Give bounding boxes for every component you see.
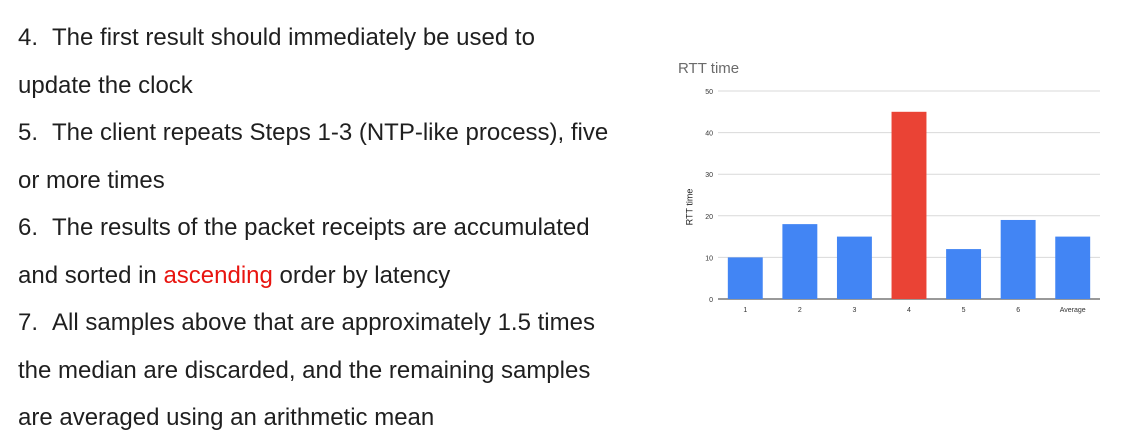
y-tick-label: 50: [705, 89, 713, 96]
y-tick-label: 0: [709, 297, 713, 304]
text-segment: are averaged using an arithmetic mean: [18, 404, 435, 431]
x-tick-label: 5: [962, 307, 966, 314]
text-segment: The results of the packet receipts are a…: [52, 214, 590, 241]
chart-title: RTT time: [678, 60, 740, 77]
text-segment: All samples above that are approximately…: [52, 309, 595, 336]
y-tick-label: 20: [705, 214, 713, 221]
text-line: are averaged using an arithmetic mean: [18, 394, 678, 442]
x-tick-label: 1: [743, 307, 747, 314]
bar-6: [1000, 219, 1036, 299]
x-tick-label: 6: [1016, 307, 1020, 314]
text-segment: and sorted in: [18, 261, 164, 289]
bullet-text-block: 4. The first result should immediately be…: [18, 14, 678, 442]
text-line: 4. The first result should immediately be…: [18, 14, 678, 62]
text-line: 5. The client repeats Steps 1-3 (NTP-like…: [18, 109, 678, 157]
text-segment: the median are discarded, and the remain…: [18, 356, 591, 384]
text-line: 7. All samples above that are approximate…: [18, 299, 678, 347]
bar-5: [946, 249, 982, 299]
text-line: 6. The results of the packet receipts are…: [18, 204, 678, 252]
text-segment: The first result should immediately be u…: [52, 24, 535, 51]
y-tick-label: 30: [705, 172, 713, 179]
x-tick-label: 2: [798, 307, 802, 314]
x-tick-label: 3: [852, 307, 856, 314]
y-tick-label: 10: [705, 255, 713, 262]
bar-average: [1055, 236, 1091, 299]
bar-2: [782, 224, 818, 299]
text-segment: update the clock: [18, 71, 193, 99]
text-line: update the clock: [18, 62, 678, 110]
bar-1: [727, 257, 763, 299]
y-tick-label: 40: [705, 131, 713, 138]
list-number: 5.: [18, 119, 39, 146]
list-number: 6.: [18, 214, 39, 241]
highlighted-word: ascending: [163, 261, 273, 289]
text-line: the median are discarded, and the remain…: [18, 347, 678, 395]
text-segment: The client repeats Steps 1-3 (NTP-like p…: [52, 119, 609, 146]
text-segment: order by latency: [272, 261, 451, 289]
text-line: and sorted in ascending order by latency: [18, 252, 678, 300]
list-number: 7.: [18, 309, 39, 336]
text-line: or more times: [18, 157, 678, 205]
x-tick-label: 4: [907, 307, 911, 314]
x-tick-label: Average: [1060, 307, 1086, 314]
bar-4: [891, 111, 927, 299]
text-segment: or more times: [18, 166, 165, 194]
bar-3: [836, 236, 872, 299]
list-number: 4.: [18, 24, 39, 51]
y-axis-label: RTT time: [684, 188, 695, 226]
